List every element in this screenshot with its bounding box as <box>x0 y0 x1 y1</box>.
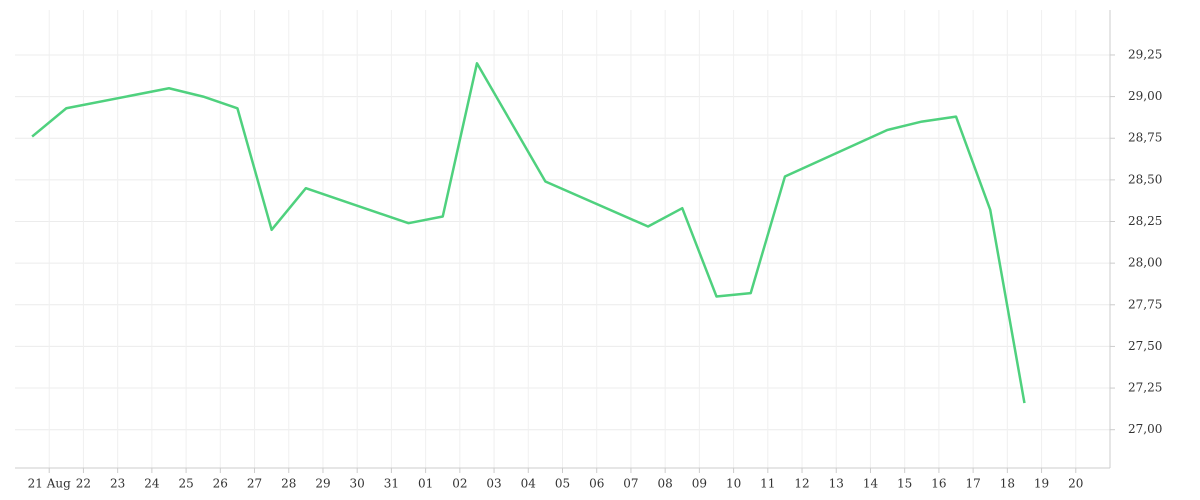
x-tick-label: 23 <box>110 477 125 491</box>
y-tick-label: 28,00 <box>1128 256 1162 270</box>
x-tick-label: 28 <box>281 477 296 491</box>
y-tick-label: 27,75 <box>1128 297 1162 311</box>
x-tick-label: 16 <box>931 477 946 491</box>
y-tick-label: 27,25 <box>1128 381 1162 395</box>
x-tick-label: 01 <box>418 477 433 491</box>
x-tick-label: 04 <box>521 477 537 491</box>
x-tick-label: 06 <box>589 477 604 491</box>
x-tick-label: 12 <box>794 477 809 491</box>
x-tick-label: 22 <box>76 477 91 491</box>
x-tick-label: 07 <box>623 477 638 491</box>
x-tick-label: 30 <box>350 477 365 491</box>
x-tick-label: 24 <box>144 477 160 491</box>
x-tick-label: 05 <box>555 477 570 491</box>
x-tick-label: 10 <box>726 477 741 491</box>
y-tick-label: 27,50 <box>1128 339 1162 353</box>
x-tick-label: 03 <box>486 477 501 491</box>
x-tick-label: 27 <box>247 477 262 491</box>
x-tick-label: 13 <box>829 477 844 491</box>
x-tick-label: 02 <box>452 477 467 491</box>
x-tick-label: 17 <box>965 477 980 491</box>
x-tick-label: 14 <box>863 477 879 491</box>
x-tick-label: 25 <box>178 477 193 491</box>
x-tick-label: 29 <box>315 477 330 491</box>
x-tick-label: 21 Aug <box>28 477 71 491</box>
x-tick-label: 09 <box>692 477 707 491</box>
x-tick-label: 19 <box>1034 477 1049 491</box>
y-tick-label: 29,25 <box>1128 47 1162 61</box>
y-tick-label: 28,50 <box>1128 172 1162 186</box>
x-tick-label: 08 <box>658 477 673 491</box>
x-tick-label: 11 <box>760 477 775 491</box>
y-tick-label: 29,00 <box>1128 89 1162 103</box>
x-tick-label: 31 <box>384 477 399 491</box>
line <box>31 62 1026 404</box>
x-tick-label: 15 <box>897 477 912 491</box>
y-tick-label: 27,00 <box>1128 422 1162 436</box>
x-tick-label: 26 <box>213 477 228 491</box>
x-tick-label: 20 <box>1068 477 1083 491</box>
y-tick-label: 28,75 <box>1128 131 1162 145</box>
x-tick-label: 18 <box>1000 477 1015 491</box>
y-tick-label: 28,25 <box>1128 214 1162 228</box>
